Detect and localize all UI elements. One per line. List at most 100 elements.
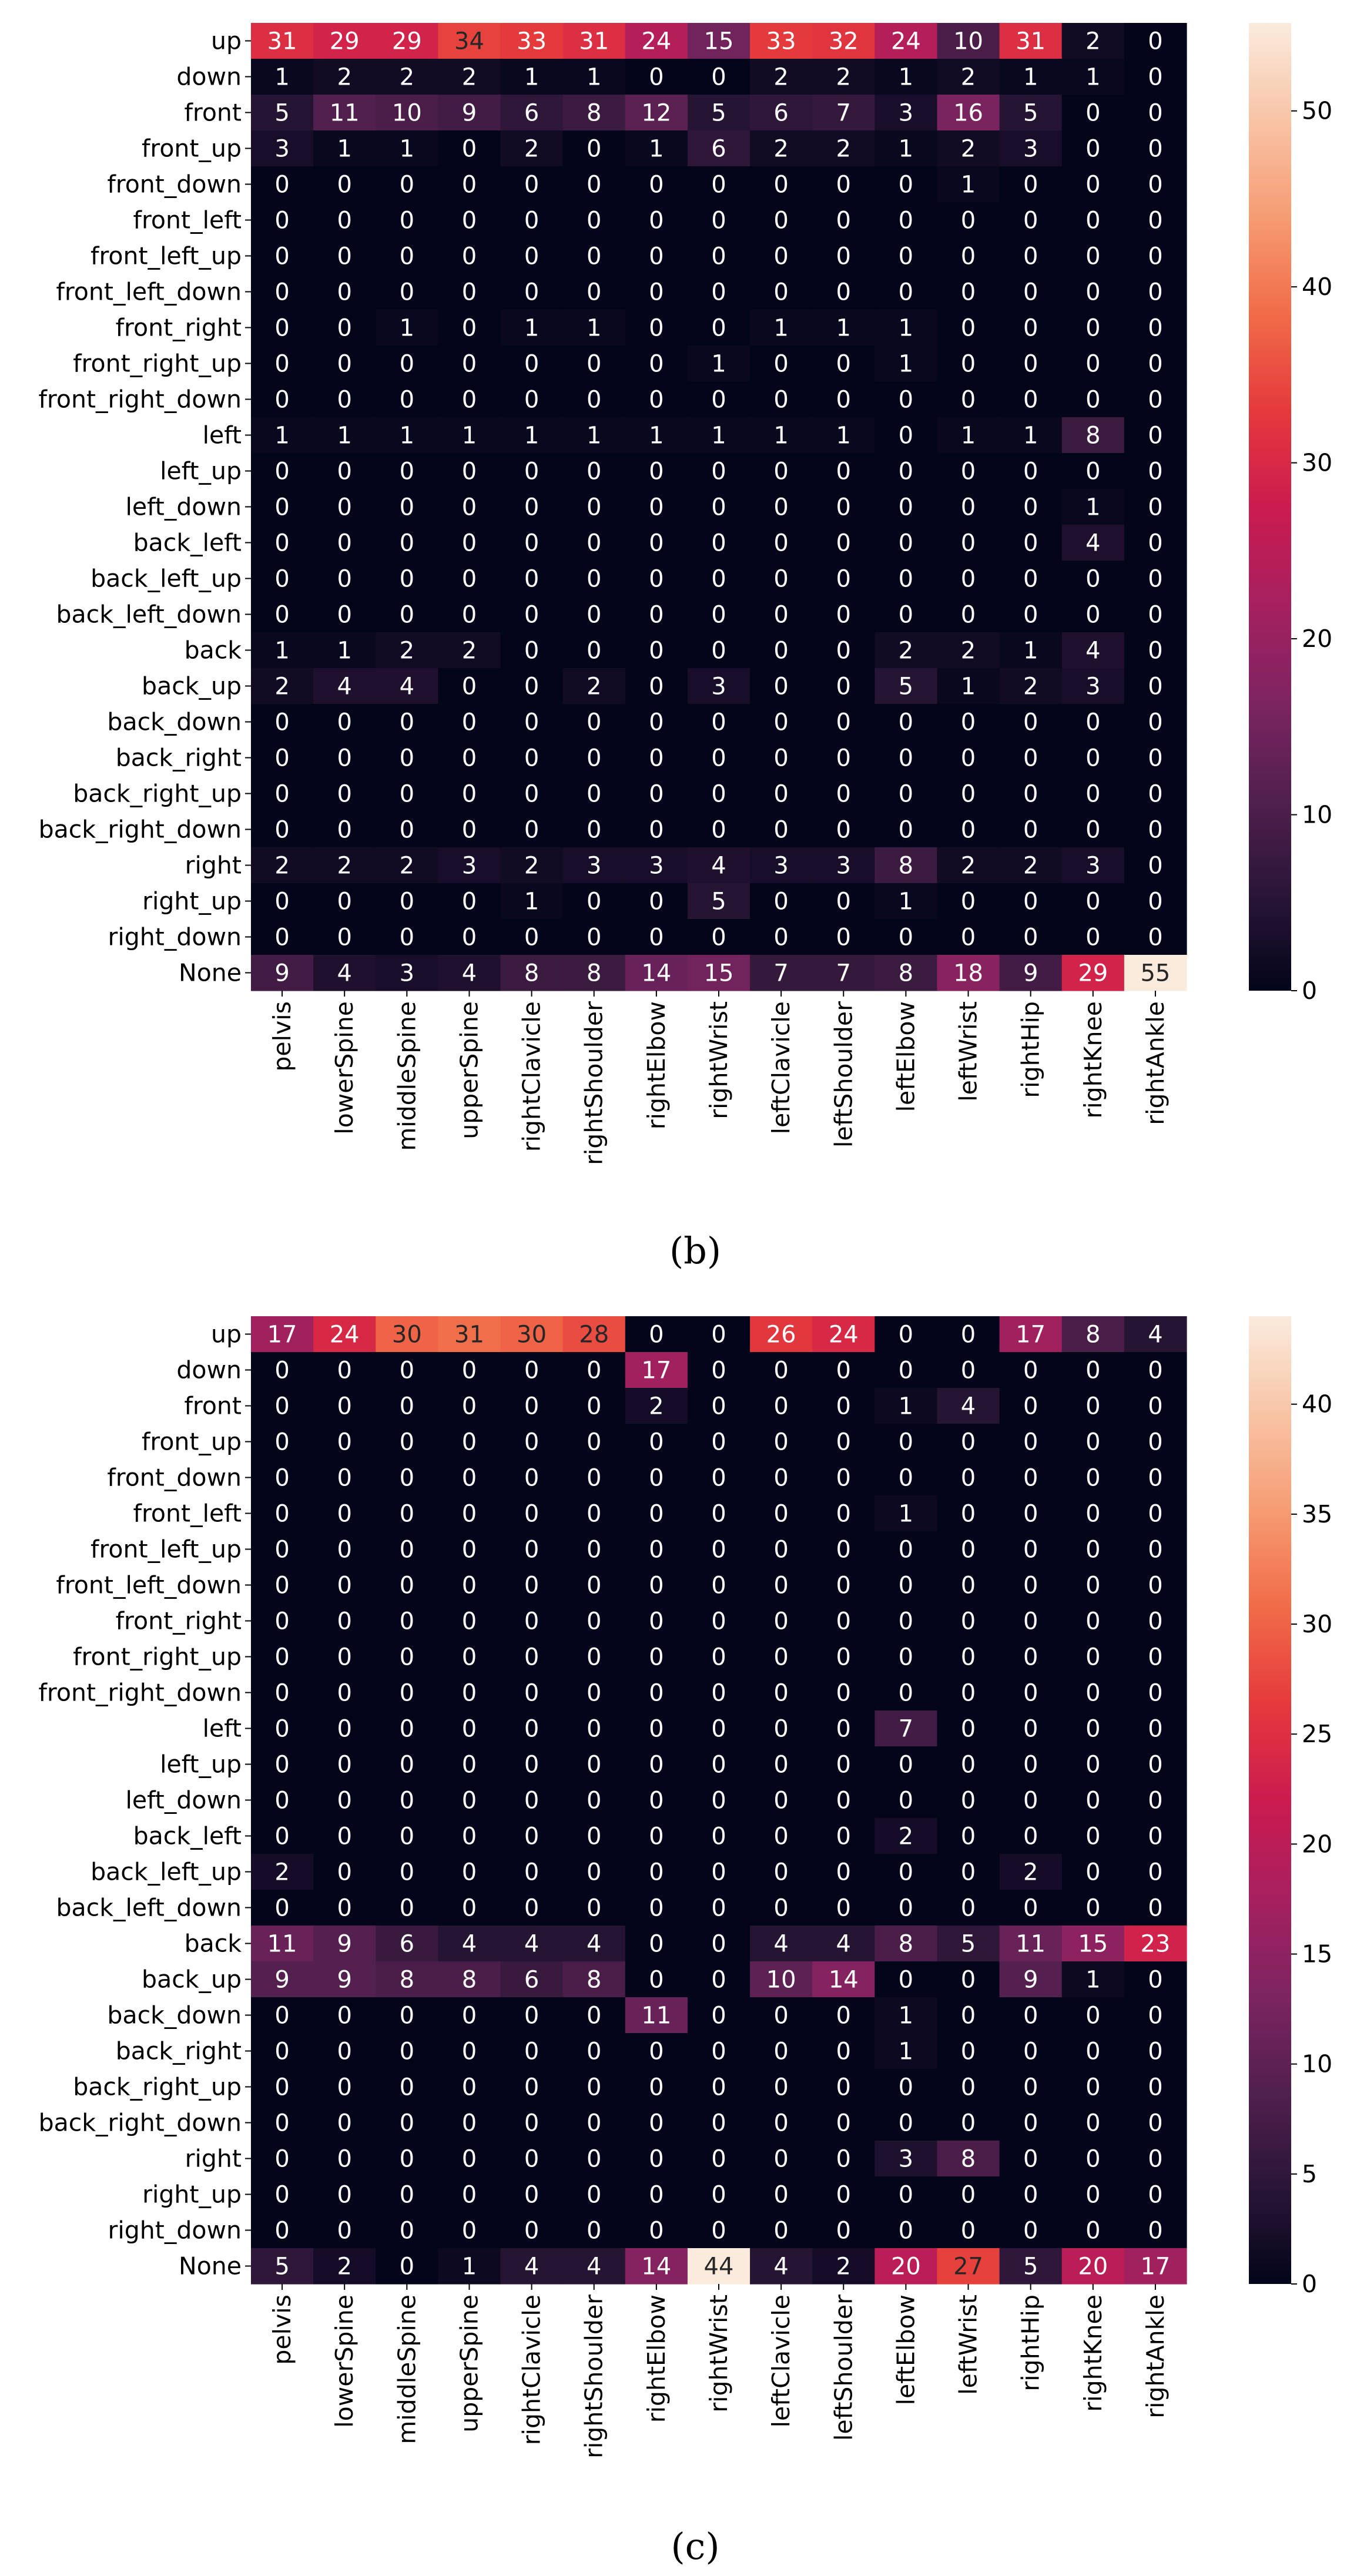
cell-value-label: 1	[899, 2038, 913, 2065]
heatmap-cell	[750, 1926, 813, 1962]
cell-value-label: 0	[587, 1537, 601, 1564]
heatmap-cell	[625, 525, 688, 561]
cell-value-label: 0	[711, 1967, 726, 1994]
heatmap-cell	[251, 453, 314, 489]
heatmap-cell	[874, 1495, 938, 1532]
heatmap-cell	[313, 1531, 376, 1568]
cell-value-label: 0	[1085, 1501, 1100, 1528]
cell-value-label: 0	[1148, 1859, 1162, 1886]
cell-value-label: 0	[587, 1608, 601, 1635]
cell-value-label: 33	[766, 28, 796, 55]
heatmap-cell	[687, 1675, 750, 1711]
x-tick-label: rightElbow	[642, 1001, 671, 1129]
heatmap-cell	[999, 59, 1063, 95]
cell-value-label: 0	[274, 1644, 289, 1671]
cell-value-label: 17	[641, 1357, 671, 1384]
heatmap-cell	[687, 2248, 750, 2285]
heatmap-cell	[812, 525, 875, 561]
y-tick-label: front_right_up	[73, 350, 242, 378]
cell-value-label: 1	[337, 136, 351, 163]
heatmap-cell	[313, 453, 376, 489]
cell-value-label: 0	[961, 458, 976, 485]
cell-value-label: 2	[773, 64, 788, 91]
cell-value-label: 0	[836, 530, 851, 557]
x-tick-label: middleSpine	[393, 1001, 421, 1151]
cell-value-label: 1	[587, 422, 601, 450]
heatmap-cell	[500, 1961, 564, 1998]
heatmap-cell	[812, 1460, 875, 1496]
heatmap-cell	[1124, 23, 1187, 59]
cell-value-label: 0	[400, 745, 414, 772]
cell-value-label: 0	[524, 172, 539, 199]
heatmap-cell	[625, 23, 688, 59]
cell-value-label: 0	[649, 315, 664, 342]
cell-value-label: 4	[587, 2253, 601, 2280]
heatmap-cell	[438, 310, 501, 346]
heatmap-cell	[1124, 1961, 1187, 1998]
heatmap-cell	[562, 847, 626, 884]
heatmap-cell	[1124, 1316, 1187, 1353]
cell-value-label: 4	[462, 960, 477, 987]
cell-value-label: 31	[267, 28, 297, 55]
cell-value-label: 14	[829, 1967, 859, 1994]
heatmap-cell	[313, 1890, 376, 1926]
heatmap-cell	[625, 632, 688, 669]
cell-value-label: 0	[836, 243, 851, 270]
heatmap-cell	[562, 2069, 626, 2105]
cell-value-label: 3	[400, 960, 414, 987]
cell-value-label: 0	[524, 781, 539, 808]
heatmap-cell	[562, 883, 626, 920]
cell-value-label: 0	[524, 207, 539, 234]
cell-value-label: 0	[1023, 1823, 1038, 1850]
cell-value-label: 0	[587, 2110, 601, 2137]
heatmap-cell	[999, 2105, 1063, 2141]
heatmap-cell	[812, 847, 875, 884]
cell-value-label: 5	[274, 100, 289, 127]
cell-value-label: 0	[1148, 458, 1162, 485]
heatmap-cell	[750, 525, 813, 561]
cell-value-label: 11	[641, 2003, 671, 2030]
heatmap-cell	[562, 23, 626, 59]
heatmap-cell	[376, 561, 438, 597]
heatmap-cell	[750, 1352, 813, 1388]
heatmap-cell	[750, 1854, 813, 1890]
heatmap-cell	[999, 1746, 1063, 1783]
heatmap-cell	[937, 1854, 1000, 1890]
heatmap-cell	[562, 2105, 626, 2141]
cell-value-label: 10	[766, 1967, 796, 1994]
heatmap-cell	[812, 1997, 875, 2034]
heatmap-cell	[1061, 1567, 1125, 1604]
heatmap-cell	[313, 489, 376, 525]
heatmap-cell	[313, 1782, 376, 1819]
heatmap-cell	[500, 632, 564, 669]
y-tick-label: up	[211, 27, 242, 55]
heatmap-cell	[251, 381, 314, 418]
cell-value-label: 0	[649, 1608, 664, 1635]
cell-value-label: 0	[836, 1823, 851, 1850]
cell-value-label: 1	[400, 315, 414, 342]
heatmap-cell	[251, 1746, 314, 1783]
cell-value-label: 0	[773, 279, 788, 306]
cell-value-label: 1	[400, 422, 414, 450]
x-tick-label: rightAnkle	[1141, 2295, 1170, 2419]
heatmap-cell	[562, 596, 626, 633]
cell-value-label: 0	[649, 2218, 664, 2245]
cell-value-label: 0	[711, 2038, 726, 2065]
x-tick-label: pelvis	[268, 2295, 296, 2365]
x-tick-label: leftClavicle	[767, 1001, 795, 1134]
cell-value-label: 0	[773, 530, 788, 557]
heatmap-cell	[625, 883, 688, 920]
cell-value-label: 0	[961, 1680, 976, 1707]
cell-value-label: 0	[773, 2182, 788, 2209]
cell-value-label: 0	[1148, 745, 1162, 772]
heatmap-cell	[1061, 1495, 1125, 1532]
heatmap-cell	[874, 1531, 938, 1568]
cell-value-label: 0	[400, 2003, 414, 2030]
heatmap-cell	[687, 310, 750, 346]
cell-value-label: 4	[773, 1931, 788, 1958]
heatmap-cell	[687, 1531, 750, 1568]
heatmap-cell	[376, 1675, 438, 1711]
heatmap-cell	[999, 202, 1063, 239]
heatmap-cell	[750, 955, 813, 991]
cell-value-label: 0	[1023, 1752, 1038, 1779]
